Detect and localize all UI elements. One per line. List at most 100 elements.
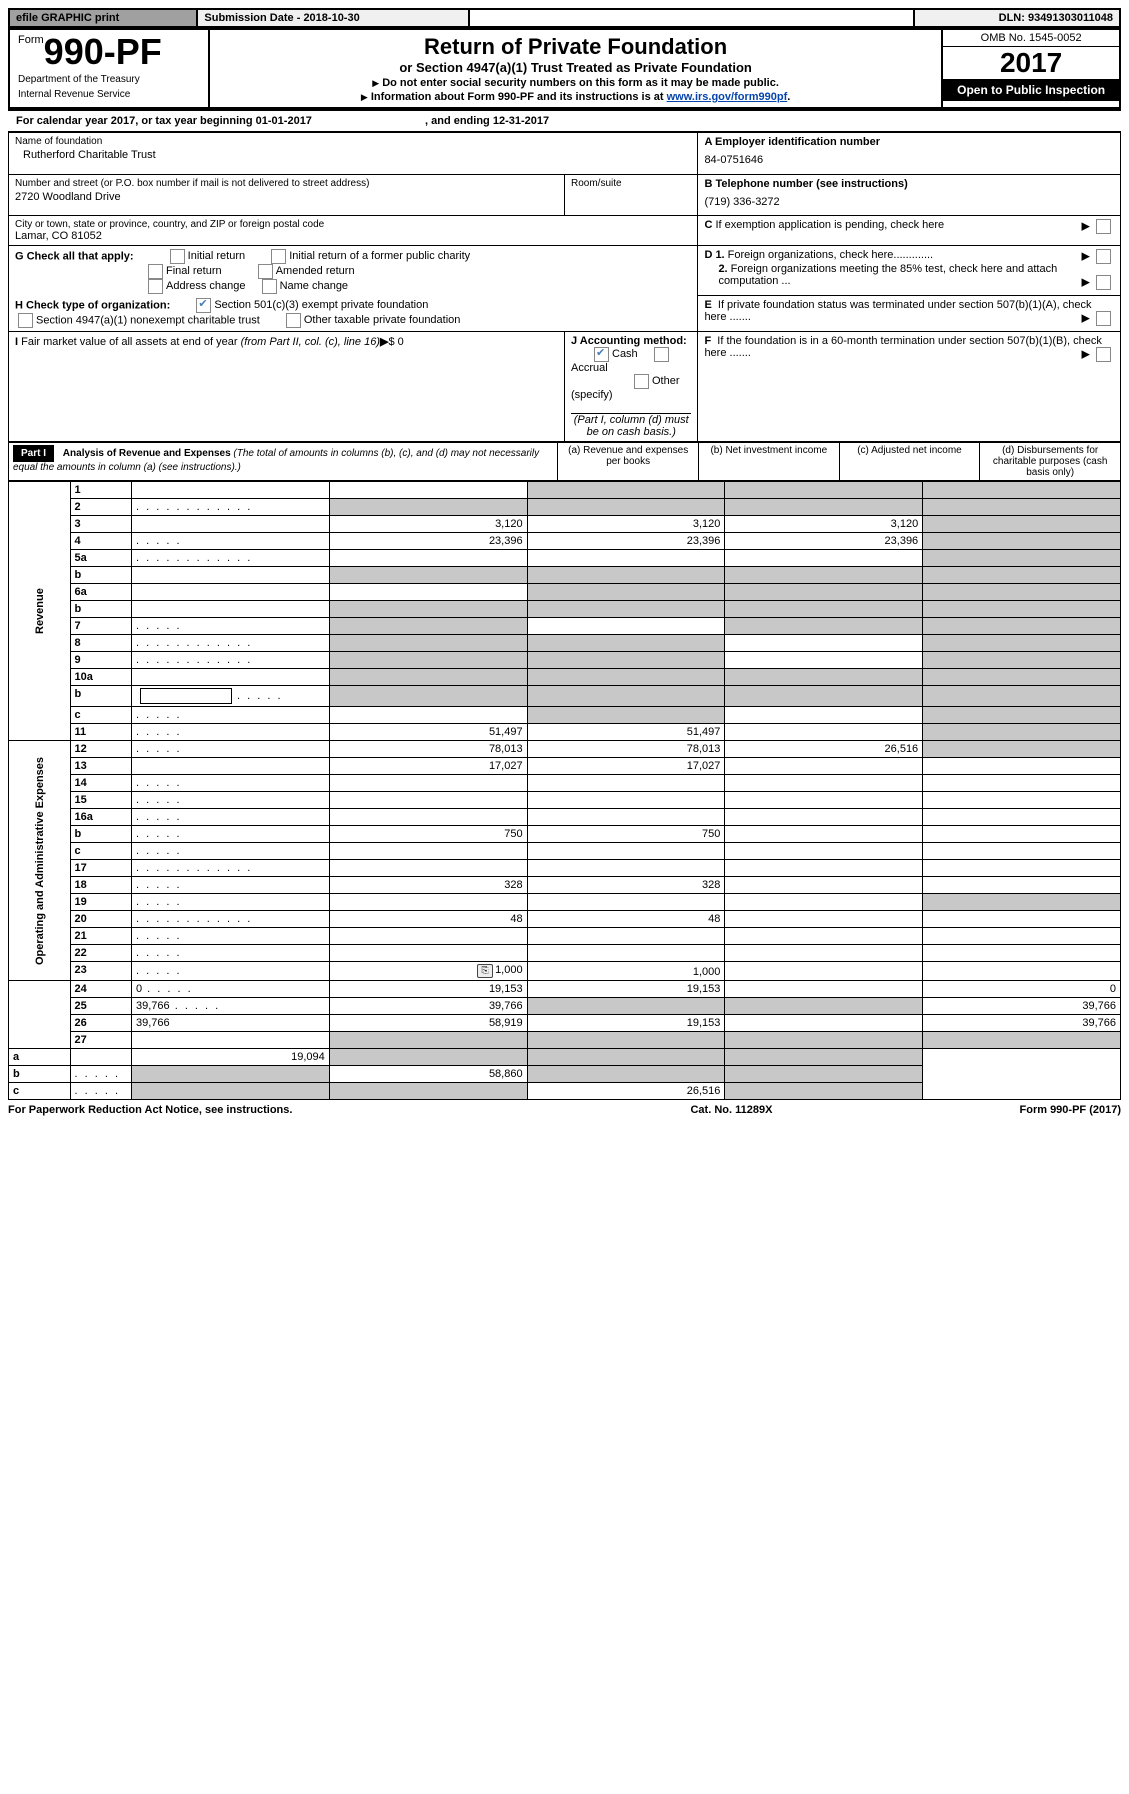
- cell-c: [725, 550, 923, 567]
- line-desc: 39,766: [132, 1015, 330, 1032]
- line-number: c: [70, 843, 132, 860]
- grid-row: Revenue1: [9, 482, 1121, 499]
- city-label: City or town, state or province, country…: [15, 219, 691, 230]
- grid-row: 9: [9, 652, 1121, 669]
- cb-addr-change[interactable]: [148, 279, 163, 294]
- cell-d: [923, 499, 1121, 516]
- line-number: b: [70, 567, 132, 584]
- cell-b: [527, 652, 725, 669]
- cell-b: [527, 945, 725, 962]
- cell-b: 48: [527, 911, 725, 928]
- cell-a: 328: [329, 877, 527, 894]
- irs-link[interactable]: www.irs.gov/form990pf: [667, 91, 788, 103]
- cell-b: [329, 1049, 527, 1066]
- col-a: (a) Revenue and expenses per books: [558, 443, 699, 481]
- cell-d: [923, 809, 1121, 826]
- cell-a: [329, 669, 527, 686]
- cell-b: 19,153: [527, 1015, 725, 1032]
- cell-a: [329, 652, 527, 669]
- section-e: E If private foundation status was termi…: [698, 296, 1121, 332]
- cell-a: [329, 1032, 527, 1049]
- cell-b: [527, 1032, 725, 1049]
- cb-initial[interactable]: [170, 249, 185, 264]
- part1-header: Part I Analysis of Revenue and Expenses …: [8, 442, 1121, 481]
- foundation-name: Rutherford Charitable Trust: [15, 147, 691, 171]
- part-tag: Part I: [13, 445, 54, 462]
- grid-row: c26,516: [9, 1083, 1121, 1100]
- cell-a: 750: [329, 826, 527, 843]
- cell-c: [725, 567, 923, 584]
- cell-c: [725, 792, 923, 809]
- city-state-zip: Lamar, CO 81052: [15, 230, 691, 242]
- cell-c: [725, 707, 923, 724]
- cb-other-acct[interactable]: [634, 374, 649, 389]
- cb-501c3[interactable]: [196, 298, 211, 313]
- line-desc: [132, 724, 330, 741]
- cell-b: [527, 809, 725, 826]
- cb-initial-former[interactable]: [271, 249, 286, 264]
- line-desc: [70, 1083, 132, 1100]
- cb-name-change[interactable]: [262, 279, 277, 294]
- omb-number: OMB No. 1545-0052: [943, 30, 1119, 47]
- cell-a: 3,120: [329, 516, 527, 533]
- cell-c: [527, 1066, 725, 1083]
- cell-c: [725, 724, 923, 741]
- cb-e[interactable]: [1096, 311, 1111, 326]
- cell-b: 51,497: [527, 724, 725, 741]
- checkbox-c[interactable]: [1096, 219, 1111, 234]
- cb-cash[interactable]: [594, 347, 609, 362]
- line-number: 18: [70, 877, 132, 894]
- line-number: 14: [70, 775, 132, 792]
- line-number: 4: [70, 533, 132, 550]
- room-label: Room/suite: [571, 178, 691, 189]
- cell-a: [329, 843, 527, 860]
- grid-row: 23⎘1,0001,000: [9, 962, 1121, 981]
- line-number: b: [70, 826, 132, 843]
- addr-label: Number and street (or P.O. box number if…: [15, 178, 558, 189]
- name-label: Name of foundation: [15, 136, 691, 147]
- cb-d1[interactable]: [1096, 249, 1111, 264]
- cell-d: [923, 584, 1121, 601]
- cell-a: [329, 775, 527, 792]
- cb-final[interactable]: [148, 264, 163, 279]
- cell-a: 19,153: [329, 981, 527, 998]
- cell-d: [923, 707, 1121, 724]
- cb-other-tax[interactable]: [286, 313, 301, 328]
- grid-row: 2: [9, 499, 1121, 516]
- line-desc: 0: [132, 981, 330, 998]
- cb-accrual[interactable]: [654, 347, 669, 362]
- cell-d: [725, 1066, 923, 1083]
- line-desc: [132, 826, 330, 843]
- line-desc: [132, 843, 330, 860]
- cell-d: [923, 550, 1121, 567]
- cell-c: [725, 601, 923, 618]
- cell-b: [527, 707, 725, 724]
- schedule-icon[interactable]: ⎘: [477, 964, 493, 978]
- line-desc: [132, 516, 330, 533]
- cell-b: [527, 499, 725, 516]
- phone-value: (719) 336-3272: [704, 190, 1114, 212]
- cb-amended[interactable]: [258, 264, 273, 279]
- cb-d2[interactable]: [1096, 275, 1111, 290]
- cell-b: 750: [527, 826, 725, 843]
- grid-row: 15: [9, 792, 1121, 809]
- grid-row: c: [9, 843, 1121, 860]
- grid-row: b: [9, 686, 1121, 707]
- efile-label: efile GRAPHIC print: [9, 9, 197, 27]
- line-desc: [132, 618, 330, 635]
- cell-d: [923, 482, 1121, 499]
- cell-c: 23,396: [725, 533, 923, 550]
- cell-a: [132, 1066, 330, 1083]
- cb-f[interactable]: [1096, 347, 1111, 362]
- cell-b: [527, 618, 725, 635]
- cell-a: 58,919: [329, 1015, 527, 1032]
- line-desc: [132, 533, 330, 550]
- line-desc: [132, 584, 330, 601]
- cb-4947[interactable]: [18, 313, 33, 328]
- cell-a: [329, 894, 527, 911]
- line-desc: [132, 550, 330, 567]
- cell-a: [329, 809, 527, 826]
- line-desc: [132, 635, 330, 652]
- analysis-grid: Revenue1233,1203,1203,120423,39623,39623…: [8, 481, 1121, 1100]
- cell-d: 39,766: [923, 1015, 1121, 1032]
